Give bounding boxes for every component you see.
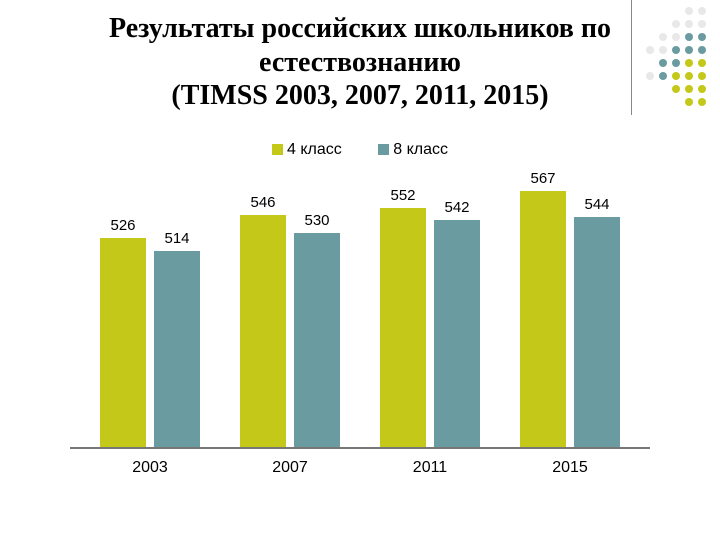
decor-dot bbox=[659, 59, 667, 67]
legend-item-2: 8 класс bbox=[378, 141, 448, 159]
decor-dot bbox=[698, 85, 706, 93]
decor-dot bbox=[698, 33, 706, 41]
decor-dot bbox=[685, 7, 693, 15]
title-line-2: естествознанию bbox=[259, 47, 461, 78]
bar-series2 bbox=[574, 217, 620, 447]
bar-series1 bbox=[240, 215, 286, 447]
decor-dot bbox=[672, 72, 680, 80]
decor-dot bbox=[659, 33, 667, 41]
bar-value-label: 514 bbox=[154, 230, 200, 247]
decor-dot bbox=[685, 85, 693, 93]
bar-series1 bbox=[380, 208, 426, 447]
decor-dot bbox=[685, 33, 693, 41]
bar-series1 bbox=[520, 191, 566, 446]
title-line-3: (TIMSS 2003, 2007, 2011, 2015) bbox=[171, 80, 548, 111]
decor-dot bbox=[646, 46, 654, 54]
x-axis-label: 2003 bbox=[90, 459, 210, 477]
decor-dot bbox=[698, 7, 706, 15]
decor-dot bbox=[672, 33, 680, 41]
decor-dot bbox=[672, 85, 680, 93]
decor-dot bbox=[685, 46, 693, 54]
bar-value-label: 552 bbox=[380, 187, 426, 204]
bar-series2 bbox=[154, 251, 200, 447]
decor-dot bbox=[659, 72, 667, 80]
bar-value-label: 526 bbox=[100, 217, 146, 234]
decor-dot bbox=[698, 98, 706, 106]
title-line-1: Результаты российских школьников по bbox=[109, 13, 611, 44]
plot-area: 5265142003546530200755254220115675442015 bbox=[70, 179, 650, 449]
decor-dot bbox=[672, 20, 680, 28]
decor-dot bbox=[698, 72, 706, 80]
bar-value-label: 530 bbox=[294, 212, 340, 229]
page-title: Результаты российских школьников по есте… bbox=[0, 0, 720, 121]
decor-dot bbox=[685, 72, 693, 80]
bar-series2 bbox=[294, 233, 340, 447]
decor-dot bbox=[698, 59, 706, 67]
legend-swatch-1 bbox=[272, 144, 283, 155]
bar-value-label: 542 bbox=[434, 199, 480, 216]
decor-dot bbox=[646, 72, 654, 80]
legend-swatch-2 bbox=[378, 144, 389, 155]
bar-series1 bbox=[100, 238, 146, 447]
decor-dot bbox=[672, 59, 680, 67]
decor-dot bbox=[685, 59, 693, 67]
bar-value-label: 567 bbox=[520, 170, 566, 187]
decor-dots bbox=[630, 0, 720, 120]
legend-label-1: 4 класс bbox=[287, 141, 342, 158]
legend-label-2: 8 класс bbox=[393, 141, 448, 158]
bar-value-label: 546 bbox=[240, 194, 286, 211]
bar-series2 bbox=[434, 220, 480, 447]
legend-item-1: 4 класс bbox=[272, 141, 342, 159]
decor-dot bbox=[672, 46, 680, 54]
decor-dot bbox=[659, 46, 667, 54]
x-axis-label: 2015 bbox=[510, 459, 630, 477]
decor-dot bbox=[698, 46, 706, 54]
x-axis-label: 2011 bbox=[370, 459, 490, 477]
decor-dot bbox=[698, 20, 706, 28]
chart-legend: 4 класс 8 класс bbox=[0, 141, 720, 159]
decor-dot bbox=[685, 20, 693, 28]
x-axis-label: 2007 bbox=[230, 459, 350, 477]
decor-dot bbox=[685, 98, 693, 106]
bar-chart: 526 514 2003 546 530 2007 552 542 2011 567 544 2015 bbox=[50, 169, 670, 489]
bar-value-label: 544 bbox=[574, 196, 620, 213]
